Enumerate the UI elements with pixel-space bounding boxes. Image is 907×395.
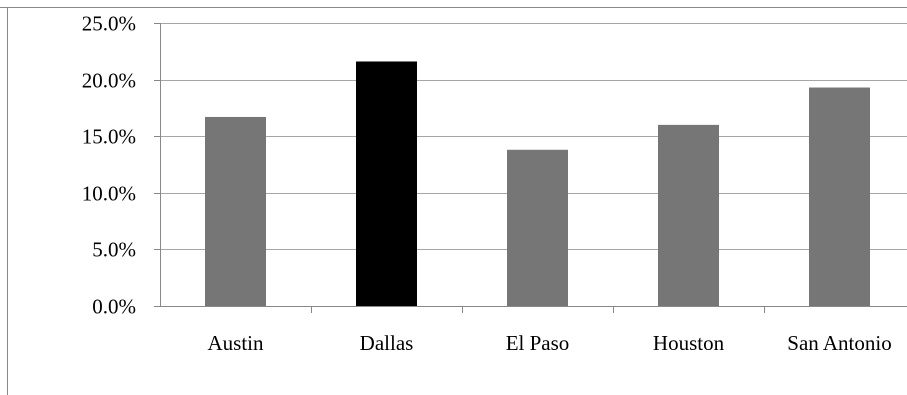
y-tick-label: 0.0% <box>92 295 136 319</box>
axes <box>154 23 907 313</box>
bar-austin <box>205 116 266 307</box>
y-tick-label: 25.0% <box>82 12 136 36</box>
bars <box>205 61 870 307</box>
y-tick-label: 5.0% <box>92 238 136 262</box>
x-axis-category-labels: Austin Dallas El Paso Houston San Antonio <box>207 331 891 355</box>
bar-san-antonio <box>809 87 870 306</box>
y-tick-label: 15.0% <box>82 125 136 149</box>
x-tick-label: El Paso <box>506 331 570 355</box>
y-tick-label: 20.0% <box>82 69 136 93</box>
x-tick-label: Houston <box>653 331 725 355</box>
y-axis-tick-labels: 0.0% 5.0% 10.0% 15.0% 20.0% 25.0% <box>82 12 136 319</box>
bar-dallas <box>356 61 417 306</box>
x-tick-label: San Antonio <box>787 331 891 355</box>
chart-frame <box>0 7 907 395</box>
x-tick-label: Austin <box>207 331 264 355</box>
x-tick-label: Dallas <box>360 331 414 355</box>
bar-houston <box>658 124 719 306</box>
y-tick-label: 10.0% <box>82 182 136 206</box>
bar-el-paso <box>507 149 568 306</box>
